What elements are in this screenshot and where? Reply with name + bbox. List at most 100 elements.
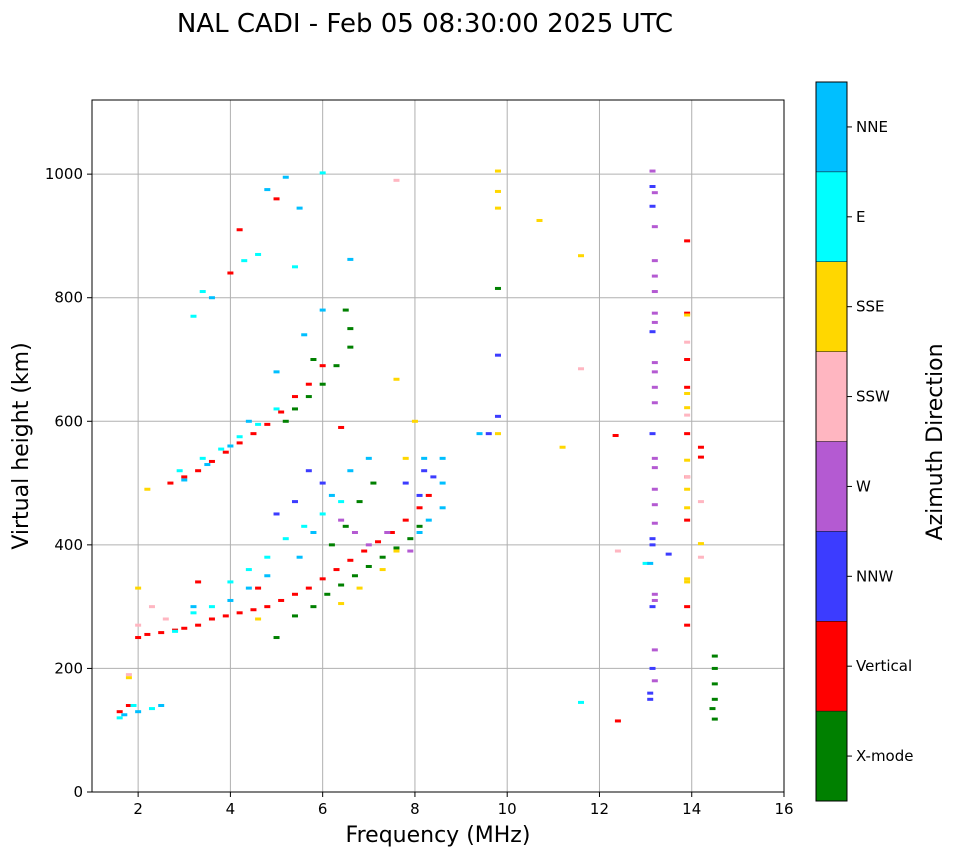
data-point xyxy=(384,531,391,534)
data-point xyxy=(125,704,132,707)
data-point xyxy=(697,455,704,459)
data-point xyxy=(393,178,400,182)
data-point xyxy=(614,549,621,553)
data-point xyxy=(291,592,298,596)
data-point xyxy=(319,382,326,386)
data-point xyxy=(393,546,400,550)
data-point xyxy=(651,311,658,315)
data-point xyxy=(494,353,501,357)
data-point xyxy=(709,707,716,711)
data-point xyxy=(684,605,691,609)
data-point xyxy=(711,717,718,721)
series-vertical xyxy=(116,197,704,723)
data-point xyxy=(649,432,656,436)
data-point xyxy=(264,605,271,609)
data-point xyxy=(305,395,312,399)
data-point xyxy=(649,330,656,334)
data-point xyxy=(684,313,691,317)
data-point xyxy=(204,463,211,467)
data-point xyxy=(651,259,658,263)
data-point xyxy=(319,308,326,312)
data-point xyxy=(651,487,658,491)
colorbar-segment xyxy=(816,261,847,352)
data-point xyxy=(356,586,363,590)
data-point xyxy=(388,531,395,534)
y-axis-label: Virtual height (km) xyxy=(9,342,34,549)
data-point xyxy=(116,716,123,720)
data-point xyxy=(649,605,656,609)
data-point xyxy=(319,171,326,175)
data-point xyxy=(651,320,658,324)
data-point xyxy=(416,524,423,528)
colorbar-segment xyxy=(816,441,847,532)
data-point xyxy=(647,691,654,695)
data-point xyxy=(421,469,428,473)
data-point xyxy=(135,623,142,627)
colorbar-segment xyxy=(816,621,847,712)
colorbar-tick-label: X-mode xyxy=(856,747,913,765)
data-point xyxy=(684,458,691,462)
data-point xyxy=(148,605,155,609)
data-point xyxy=(649,204,656,208)
y-tick-label: 200 xyxy=(54,659,83,677)
colorbar-frame xyxy=(815,81,848,802)
data-point xyxy=(296,206,303,210)
data-point xyxy=(190,605,197,609)
data-point xyxy=(684,340,691,344)
data-point xyxy=(291,500,298,504)
data-point xyxy=(365,456,372,460)
data-point xyxy=(328,493,335,497)
x-tick-label: 10 xyxy=(498,800,517,818)
y-tick-label: 1000 xyxy=(45,165,83,183)
data-point xyxy=(684,432,691,436)
data-point xyxy=(684,358,691,361)
data-point xyxy=(199,456,206,460)
data-point xyxy=(665,552,672,556)
data-point xyxy=(264,574,271,578)
data-point xyxy=(347,327,354,331)
x-tick-label: 8 xyxy=(410,800,420,818)
data-point xyxy=(651,274,658,278)
data-point xyxy=(370,481,377,485)
data-point xyxy=(711,666,718,670)
data-point xyxy=(130,704,137,707)
data-point xyxy=(365,543,372,547)
data-point xyxy=(255,252,262,256)
data-point xyxy=(347,345,354,349)
data-point xyxy=(425,518,432,522)
y-tick-label: 400 xyxy=(54,536,83,554)
data-point xyxy=(684,406,691,410)
x-axis-label: Frequency (MHz) xyxy=(346,823,531,848)
data-point xyxy=(190,611,197,615)
colorbar-segment xyxy=(816,82,847,172)
data-point xyxy=(494,206,501,210)
data-point xyxy=(536,218,543,222)
data-point xyxy=(305,382,312,386)
x-tick-label: 2 xyxy=(133,800,143,818)
x-tick-label: 6 xyxy=(318,800,328,818)
data-point xyxy=(319,512,326,516)
data-point xyxy=(172,629,179,633)
data-point xyxy=(144,487,151,491)
data-point xyxy=(278,598,285,602)
data-point xyxy=(494,432,501,436)
y-tick-label: 0 xyxy=(73,783,83,801)
data-point xyxy=(684,518,691,522)
data-point xyxy=(190,314,197,318)
data-point xyxy=(195,469,202,473)
colorbar-tick-label: NNW xyxy=(856,567,893,585)
data-point xyxy=(697,500,704,504)
data-point xyxy=(494,286,501,290)
data-point xyxy=(425,493,432,497)
data-point xyxy=(494,169,501,173)
data-point xyxy=(559,445,566,449)
data-point xyxy=(236,611,243,615)
data-point xyxy=(612,433,619,437)
data-point xyxy=(162,617,169,621)
x-tick-label: 4 xyxy=(226,800,236,818)
data-point xyxy=(402,481,409,485)
data-point xyxy=(651,466,658,470)
data-point xyxy=(494,414,501,418)
data-point xyxy=(649,666,656,670)
